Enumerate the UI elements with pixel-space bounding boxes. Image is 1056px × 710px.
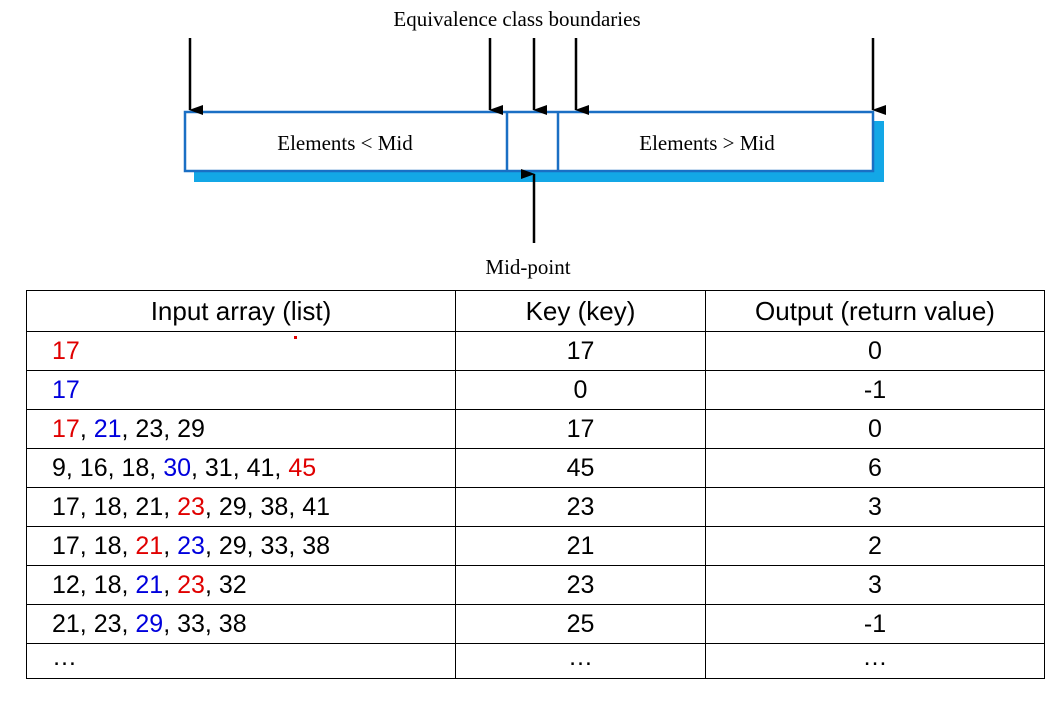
key-cell: 0 <box>455 370 706 410</box>
input-array-cell: 17, 21, 23, 29 <box>26 409 456 449</box>
array-segment-black: , <box>163 531 178 560</box>
output-cell: 6 <box>705 448 1045 488</box>
output-cell: 0 <box>705 409 1045 449</box>
array-segment-black: 9, 16, 18, <box>52 453 164 482</box>
array-segment-red: 21 <box>135 531 164 560</box>
partition-diagram: Equivalence class boundaries Elements < … <box>183 7 886 279</box>
array-segment-black: , 29, 38, 41 <box>204 492 331 521</box>
table-row: 17, 18, 21, 23, 29, 33, 38 21 2 <box>26 526 1045 566</box>
array-segment-blue: 29 <box>135 609 164 638</box>
array-segment-blue: 21 <box>135 570 164 599</box>
table-body: 17 17 0 17 0 -1 17, 21, 23, 29 17 0 9, 16, 18, 30… <box>26 331 1045 679</box>
array-segment-red: 23 <box>177 492 205 521</box>
input-array-cell: 17 <box>26 370 456 410</box>
midpoint-label: Mid-point <box>485 255 570 279</box>
output-cell: … <box>705 643 1045 679</box>
table-row: 9, 16, 18, 30, 31, 41, 45 45 6 <box>26 448 1045 488</box>
left-partition-label: Elements < Mid <box>277 131 413 155</box>
header-output: Output (return value) <box>705 290 1045 332</box>
key-cell: 23 <box>455 565 706 605</box>
array-segment-black: 21, 23, <box>52 609 136 638</box>
right-partition-label: Elements > Mid <box>639 131 775 155</box>
key-cell: … <box>455 643 706 679</box>
table-row: 17 0 -1 <box>26 370 1045 410</box>
output-cell: -1 <box>705 370 1045 410</box>
table-row: 17, 21, 23, 29 17 0 <box>26 409 1045 449</box>
key-cell: 25 <box>455 604 706 644</box>
output-cell: 3 <box>705 487 1045 527</box>
input-array-cell: 17 <box>26 331 456 371</box>
array-segment-blue: 30 <box>163 453 192 482</box>
table-row: 21, 23, 29, 33, 38 25 -1 <box>26 604 1045 644</box>
array-segment-black: , 33, 38 <box>163 609 247 638</box>
array-segment-black: … <box>52 643 77 671</box>
key-cell: 17 <box>455 409 706 449</box>
array-segment-black: , <box>163 570 178 599</box>
array-segment-blue: 17 <box>52 375 80 404</box>
array-segment-red: 17 <box>52 336 80 365</box>
array-segment-black: , 29, 33, 38 <box>204 531 331 560</box>
array-segment-black: , 32 <box>204 570 247 599</box>
array-segment-black: 12, 18, <box>52 570 136 599</box>
output-cell: 0 <box>705 331 1045 371</box>
array-segment-blue: 21 <box>93 414 122 443</box>
diagram-title: Equivalence class boundaries <box>393 7 640 31</box>
array-segment-red: 23 <box>177 570 205 599</box>
output-cell: 2 <box>705 526 1045 566</box>
stray-red-dot <box>294 336 297 339</box>
key-cell: 45 <box>455 448 706 488</box>
test-case-table: Input array (list) Key (key) Output (ret… <box>26 290 1045 679</box>
array-segment-black: , 31, 41, <box>191 453 289 482</box>
array-segment-black: , 23, 29 <box>121 414 205 443</box>
key-cell: 23 <box>455 487 706 527</box>
array-segment-red: 45 <box>288 453 317 482</box>
array-box <box>183 110 875 173</box>
input-array-cell: 9, 16, 18, 30, 31, 41, 45 <box>26 448 456 488</box>
output-cell: 3 <box>705 565 1045 605</box>
array-segment-black: , <box>79 414 94 443</box>
header-input-array: Input array (list) <box>26 290 456 332</box>
table-row: 17, 18, 21, 23, 29, 38, 41 23 3 <box>26 487 1045 527</box>
key-cell: 21 <box>455 526 706 566</box>
input-array-cell: 21, 23, 29, 33, 38 <box>26 604 456 644</box>
input-array-cell: 12, 18, 21, 23, 32 <box>26 565 456 605</box>
input-array-cell: 17, 18, 21, 23, 29, 38, 41 <box>26 487 456 527</box>
header-key: Key (key) <box>455 290 706 332</box>
array-segment-black: 17, 18, <box>52 531 136 560</box>
input-array-cell: … <box>26 643 456 679</box>
array-segment-black: 17, 18, 21, <box>52 492 178 521</box>
array-segment-red: 17 <box>52 414 80 443</box>
table-row: ……… <box>26 643 1045 679</box>
output-cell: -1 <box>705 604 1045 644</box>
array-segment-blue: 23 <box>177 531 205 560</box>
table-row: 17 17 0 <box>26 331 1045 371</box>
key-cell: 17 <box>455 331 706 371</box>
table-header-row: Input array (list) Key (key) Output (ret… <box>26 290 1045 332</box>
input-array-cell: 17, 18, 21, 23, 29, 33, 38 <box>26 526 456 566</box>
table-row: 12, 18, 21, 23, 32 23 3 <box>26 565 1045 605</box>
